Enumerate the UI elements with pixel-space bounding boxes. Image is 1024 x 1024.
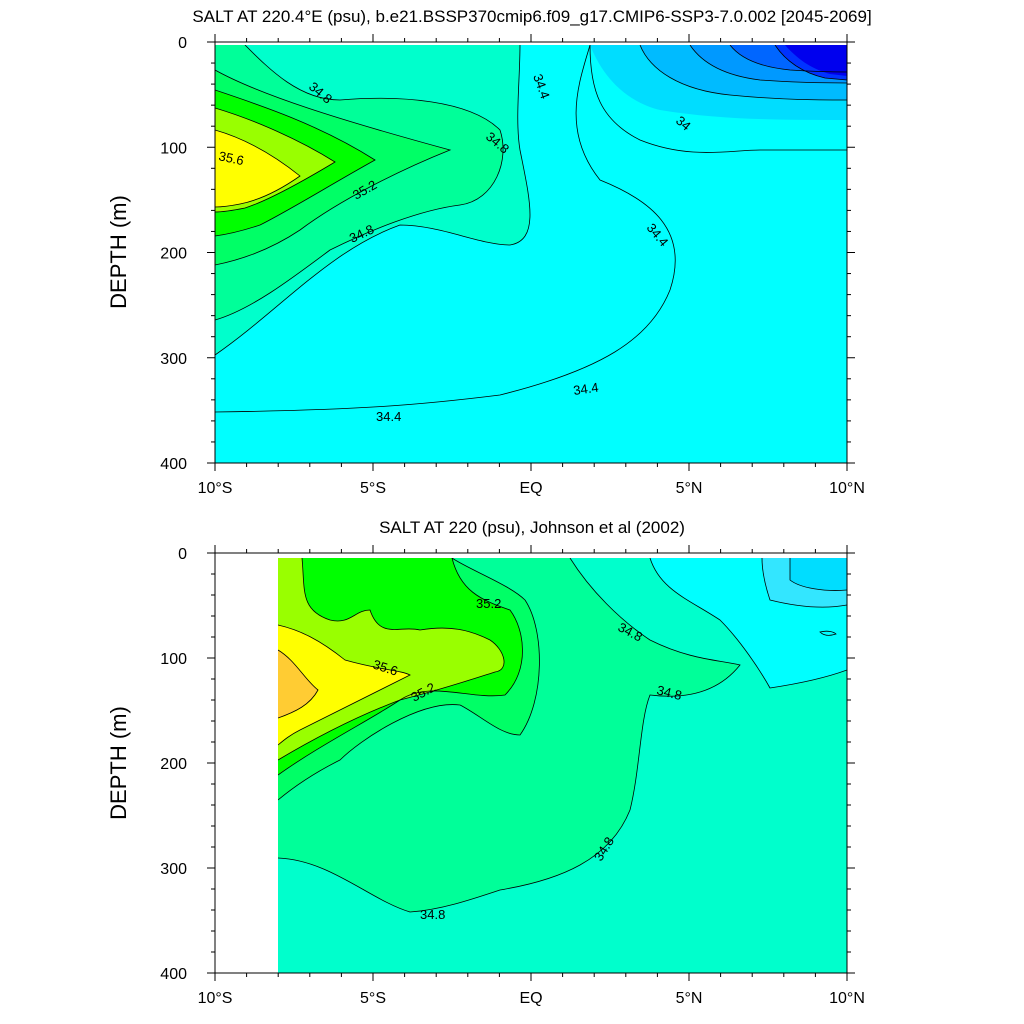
bottom-y-axis-label: DEPTH (m) — [106, 706, 131, 820]
contour-label: 35.6 — [371, 657, 400, 679]
top-fill-35-6 — [215, 130, 300, 207]
contour-label: 34.4 — [572, 380, 599, 398]
top-x-tick-label: 10°S — [198, 480, 233, 497]
top-contour-line — [215, 69, 452, 266]
top-y-tick-label: 0 — [178, 35, 187, 52]
bottom-contour-line — [649, 558, 847, 689]
bottom-x-tick-label: 5°S — [360, 990, 386, 1007]
contour-label: 34.4 — [376, 409, 401, 424]
contour-label: 34.8 — [655, 682, 683, 703]
bottom-x-tick-label: 10°N — [829, 990, 865, 1007]
top-contour-line — [215, 89, 376, 237]
bottom-y-tick-label: 300 — [160, 861, 187, 878]
bottom-contour-line — [789, 558, 847, 591]
bottom-contour-line — [278, 649, 319, 719]
bottom-x-tick-label: 10°S — [198, 990, 233, 1007]
top-contour-line — [639, 45, 847, 101]
bottom-contour-line — [278, 624, 411, 746]
top-y-tick-label: 200 — [160, 246, 187, 263]
bottom-contour-line — [278, 558, 540, 801]
top-x-tick-label: EQ — [519, 480, 542, 497]
bottom-contour-line — [819, 630, 837, 636]
bottom-y-tick-label: 0 — [178, 546, 187, 563]
bottom-fill-34-0 — [790, 558, 847, 591]
bottom-x-tick-label: EQ — [519, 990, 542, 1007]
bottom-axes: 10°S 5°S EQ 5°N 10°N 0 100 200 300 400 — [160, 545, 865, 1007]
bottom-panel: SALT AT 220 (psu), Johnson et al (2002) — [106, 518, 865, 1007]
top-contour-line — [689, 45, 847, 84]
contour-label: 35.6 — [217, 148, 245, 168]
top-contour-field — [215, 45, 847, 463]
bottom-contour-line — [278, 558, 523, 776]
contour-label: 35.2 — [476, 596, 501, 611]
bottom-fill-35-8 — [278, 650, 318, 718]
top-contour-line — [215, 129, 301, 208]
bottom-panel-title: SALT AT 220 (psu), Johnson et al (2002) — [379, 518, 685, 537]
top-x-tick-label: 10°N — [829, 480, 865, 497]
top-contour-line — [215, 45, 676, 413]
top-contour-line — [215, 107, 336, 213]
bottom-contour-field — [278, 558, 847, 973]
top-y-axis-label: DEPTH (m) — [106, 195, 131, 309]
top-contour-line — [589, 45, 847, 153]
top-contour-line — [774, 45, 847, 81]
top-x-tick-label: 5°N — [676, 480, 703, 497]
bottom-y-tick-label: 400 — [160, 966, 187, 983]
bottom-x-tick-label: 5°N — [676, 990, 703, 1007]
contour-label: 34.8 — [420, 907, 445, 922]
top-contour-line — [215, 45, 531, 356]
bottom-contour-line — [278, 558, 505, 761]
bottom-y-tick-label: 100 — [160, 651, 187, 668]
top-fill-33-0 — [785, 45, 847, 76]
top-y-tick-label: 300 — [160, 351, 187, 368]
top-panel: SALT AT 220.4°E (psu), b.e21.BSSP370cmip… — [106, 7, 872, 497]
bottom-fill-35-6 — [278, 625, 410, 745]
top-axes: 10°S 5°S EQ 5°N 10°N 0 100 200 300 400 — [160, 34, 865, 497]
bottom-contour-line — [761, 558, 847, 608]
top-y-tick-label: 400 — [160, 456, 187, 473]
top-panel-title: SALT AT 220.4°E (psu), b.e21.BSSP370cmip… — [192, 7, 871, 26]
top-contour-line — [729, 45, 847, 73]
bottom-contour-line — [278, 558, 741, 913]
top-contour-line — [215, 45, 504, 321]
top-x-tick-label: 5°S — [360, 480, 386, 497]
top-contour-labels: 34.8 34.8 35.6 35.2 34.8 34.4 34 34.4 34… — [217, 72, 693, 424]
top-y-tick-label: 100 — [160, 140, 187, 157]
bottom-y-tick-label: 200 — [160, 756, 187, 773]
